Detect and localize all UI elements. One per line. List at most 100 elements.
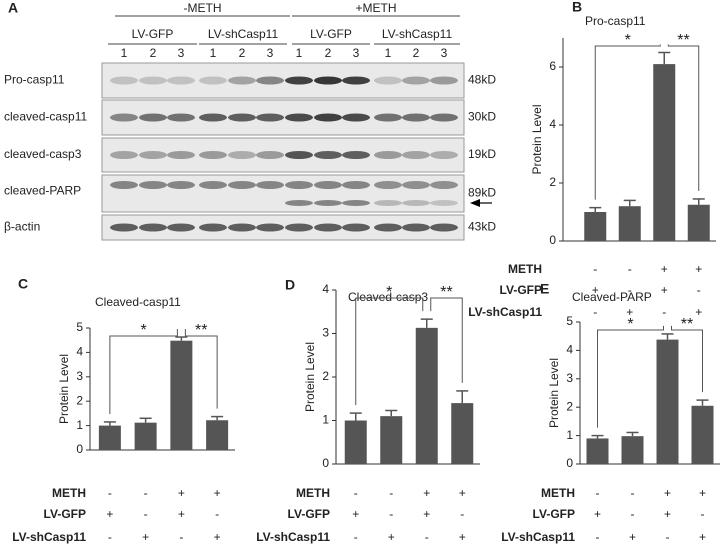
blot-band [374,181,402,189]
row-label: cleaved-casp11 [4,110,87,124]
row-label: Pro-casp11 [4,73,65,87]
panel-letter: C [18,276,28,292]
y-tick-label: 6 [549,59,556,73]
blot-band [285,181,313,189]
significance-label: ** [677,32,689,49]
lane-number: 1 [121,46,128,60]
condition-sign: + [178,507,185,521]
bar [621,436,644,464]
lane-number: 1 [385,46,392,60]
blot-band [314,181,342,189]
significance-label: ** [195,322,207,339]
blot-band [167,151,195,159]
bar [656,339,679,464]
condition-label: LV-GFP [44,507,86,521]
chart-title: Cleaved-casp11 [95,295,181,309]
size-label: 48kD [468,73,496,87]
blot-band [256,113,284,122]
arrow-head [470,199,480,207]
bar [451,403,474,464]
blot-band [199,151,227,159]
condition-sign: - [596,486,600,500]
lane-number: 2 [150,46,157,60]
blot-band [314,223,342,232]
condition-sign: + [661,262,668,276]
blot-band [374,113,402,122]
blot-band [228,181,256,189]
bar [98,425,121,450]
condition-sign: - [144,486,148,500]
bar [653,64,676,241]
bar [170,340,193,450]
blot-band [139,151,167,159]
condition-sign: - [666,530,670,544]
condition-sign: - [108,486,112,500]
blot-band [430,76,458,85]
condition-sign: + [352,507,359,521]
significance-bracket [109,329,178,414]
blot-band [110,76,138,85]
lane-number: 3 [353,46,360,60]
condition-label: LV-shCasp11 [12,530,86,544]
treatment-label: LV-shCasp11 [382,27,453,41]
condition-sign: + [106,507,113,521]
blot-band [430,151,458,159]
blot-band [228,223,256,232]
bar [380,416,403,464]
y-tick-label: 3 [322,326,329,340]
condition-sign: + [459,530,466,544]
lane-number: 2 [413,46,420,60]
y-tick-label: 0 [322,456,329,470]
bar [691,405,714,464]
significance-label: * [627,316,633,333]
blot-band [167,113,195,122]
blot-band [285,113,313,122]
blot-strip [101,174,465,213]
size-label: 43kD [468,220,496,234]
condition-label: METH [52,486,86,500]
bar [344,420,367,464]
condition-sign: + [214,530,221,544]
bar [618,206,641,241]
y-tick-label: 5 [76,320,83,334]
group-label: +METH [355,1,396,15]
blot-band [167,76,195,85]
bar [687,204,710,241]
blot-band [374,76,402,85]
significance-bracket [597,325,664,428]
blot-band [430,200,458,206]
y-axis-label: Protein Level [57,354,71,424]
chart-title: Cleaved-PARP [572,290,652,304]
condition-sign: + [626,305,633,319]
condition-sign: + [699,486,706,500]
blot-band [256,223,284,232]
blot-band [402,223,430,232]
blot-band [110,181,138,189]
y-tick-label: 3 [76,369,83,383]
blot-band [430,223,458,232]
blot-band [167,223,195,232]
blot-band [285,200,313,206]
blot-band [110,151,138,159]
blot-band [342,223,370,232]
blot-band [139,181,167,189]
condition-label: METH [541,486,575,500]
condition-sign: - [389,486,393,500]
condition-sign: - [697,283,701,297]
blot-band [342,151,370,159]
panel-letter: D [285,277,295,293]
blot-band [139,76,167,85]
y-tick-label: 2 [76,393,83,407]
row-label: β-actin [4,220,40,234]
blot-band [430,113,458,122]
condition-sign: + [459,486,466,500]
treatment-label: LV-shCasp11 [208,27,279,41]
blot-band [314,113,342,122]
blot-band [402,76,430,85]
condition-sign: - [215,507,219,521]
blot-band [285,76,313,85]
condition-sign: + [661,283,668,297]
y-tick-label: 4 [549,117,556,131]
